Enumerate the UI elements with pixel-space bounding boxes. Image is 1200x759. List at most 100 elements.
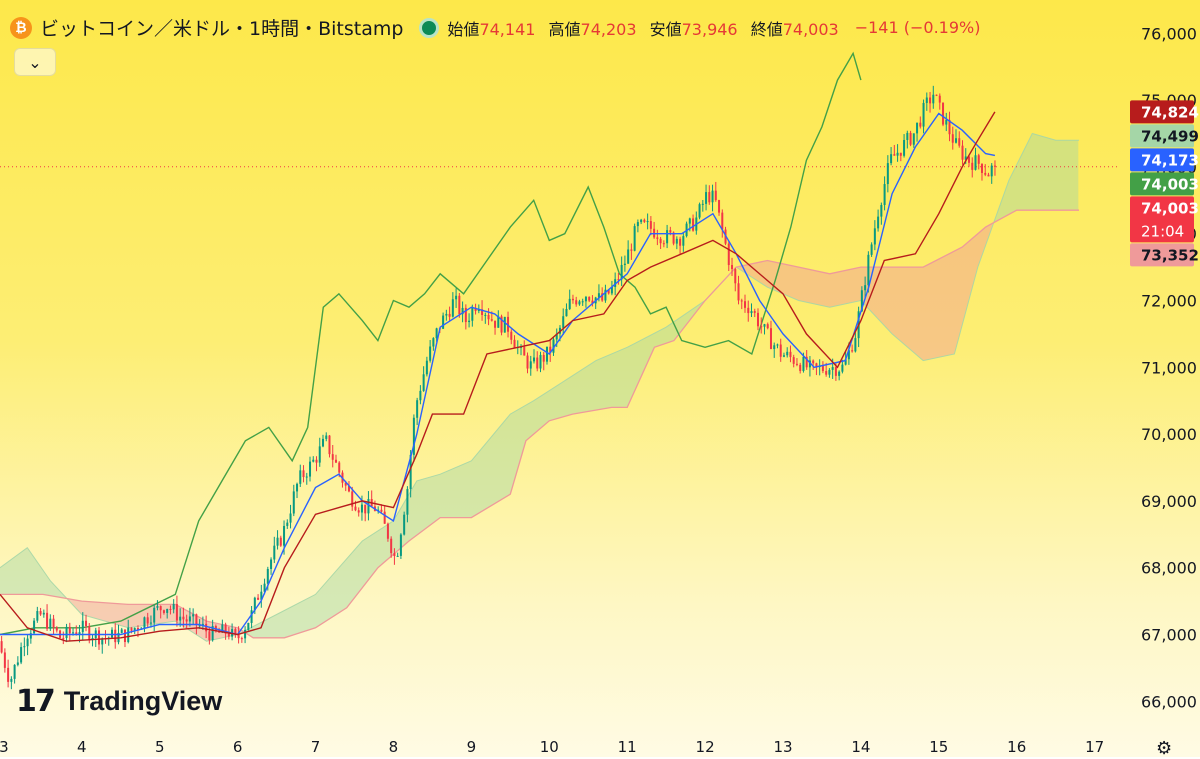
price-label-bg-4 (1130, 196, 1194, 243)
price-label-5: 73,352 (1141, 246, 1199, 264)
low-label: 安値 (649, 19, 682, 39)
candle-body-179 (581, 301, 584, 303)
candle-body-306 (993, 165, 996, 167)
x-tick-label-8: 11 (618, 738, 637, 756)
collapse-legend-button[interactable]: ⌄ (14, 48, 56, 76)
candle-body-247 (802, 356, 805, 371)
price-label-time-4: 21:04 (1141, 222, 1184, 240)
candle-body-62 (201, 623, 204, 626)
candle-body-224 (727, 243, 730, 266)
candle-body-127 (412, 417, 415, 455)
candle-body-86 (279, 537, 282, 546)
candle-body-47 (153, 607, 156, 623)
candle-body-92 (299, 470, 302, 484)
candle-body-271 (880, 204, 883, 217)
candle-body-80 (260, 591, 263, 600)
candle-body-255 (828, 369, 831, 375)
candle-body-178 (578, 301, 581, 305)
market-status-icon[interactable] (419, 17, 440, 38)
y-tick-label-0: 66,000 (1141, 692, 1197, 711)
candle-body-301 (977, 155, 980, 164)
candle-body-291 (945, 119, 948, 125)
x-tick-label-13: 16 (1007, 738, 1026, 756)
gear-icon[interactable]: ⚙ (1156, 738, 1173, 759)
candle-body-102 (331, 454, 334, 460)
bitcoin-icon[interactable]: ₿ (10, 16, 32, 39)
candle-body-227 (737, 283, 740, 301)
candle-body-2 (7, 667, 10, 682)
candle-body-181 (588, 296, 591, 301)
candle-body-190 (617, 279, 620, 281)
candle-body-8 (26, 638, 29, 647)
candle-body-132 (429, 346, 432, 361)
candle-body-165 (536, 357, 539, 369)
candle-body-170 (552, 339, 555, 353)
candle-body-150 (487, 314, 490, 320)
candle-body-58 (188, 616, 191, 622)
candle-body-272 (883, 184, 886, 205)
candle-body-273 (886, 163, 889, 185)
candle-body-129 (419, 390, 422, 401)
candle-body-99 (321, 438, 325, 447)
x-tick-label-10: 13 (773, 738, 792, 756)
candle-body-248 (805, 356, 808, 368)
candle-body-160 (520, 346, 523, 348)
candle-body-169 (549, 346, 552, 353)
candle-body-149 (484, 314, 487, 316)
candle-body-65 (211, 625, 214, 641)
candle-body-87 (283, 525, 286, 546)
candle-body-113 (367, 498, 370, 514)
candle-body-204 (662, 243, 665, 245)
candle-body-257 (834, 367, 837, 376)
y-tick-label-5: 71,000 (1141, 358, 1197, 377)
candle-body-75 (244, 629, 247, 639)
candle-body-55 (179, 616, 182, 621)
candle-body-221 (718, 200, 721, 213)
candle-body-42 (136, 628, 139, 630)
candle-body-259 (841, 364, 844, 372)
candle-body-97 (315, 459, 318, 463)
candle-body-4 (13, 664, 16, 679)
candle-body-194 (630, 249, 633, 251)
candle-body-277 (899, 152, 902, 156)
candle-body-212 (688, 218, 691, 224)
symbol-title[interactable]: ビットコイン／米ドル・1時間・Bitstamp (40, 18, 404, 40)
close-label: 終値 (750, 19, 783, 39)
x-tick-label-5: 8 (389, 738, 399, 756)
candle-body-122 (396, 555, 399, 557)
price-label-bg-0 (1130, 100, 1194, 124)
candle-body-25 (81, 620, 84, 633)
x-tick-label-0: 3 (0, 738, 9, 756)
y-tick-label-6: 72,000 (1141, 292, 1197, 311)
tradingview-logo[interactable]: 17 TradingView (16, 684, 222, 719)
candle-body-207 (672, 232, 675, 244)
candle-body-145 (471, 307, 474, 321)
candle-body-203 (659, 238, 662, 244)
candle-body-200 (649, 221, 652, 229)
candle-body-59 (192, 614, 195, 617)
tradingview-mark-icon: 17 (16, 684, 56, 719)
candle-body-185 (601, 293, 604, 301)
candle-body-231 (750, 311, 753, 314)
candle-body-49 (159, 606, 162, 611)
base-line (0, 111, 996, 642)
candle-body-245 (795, 363, 798, 365)
candle-body-287 (932, 94, 935, 104)
candle-body-229 (744, 301, 747, 308)
candle-body-22 (72, 632, 75, 634)
candle-body-208 (675, 238, 678, 244)
candle-body-120 (390, 538, 393, 554)
candle-body-130 (422, 374, 425, 391)
candle-body-189 (614, 279, 617, 288)
candle-body-100 (325, 435, 328, 439)
candle-body-295 (958, 138, 961, 146)
candle-body-161 (523, 346, 526, 356)
price-label-0: 74,824 (1141, 103, 1199, 121)
candle-body-21 (68, 626, 71, 634)
x-tick-label-7: 10 (540, 738, 559, 756)
candle-body-193 (627, 249, 630, 264)
candle-body-260 (844, 359, 847, 365)
candle-body-282 (916, 122, 919, 134)
